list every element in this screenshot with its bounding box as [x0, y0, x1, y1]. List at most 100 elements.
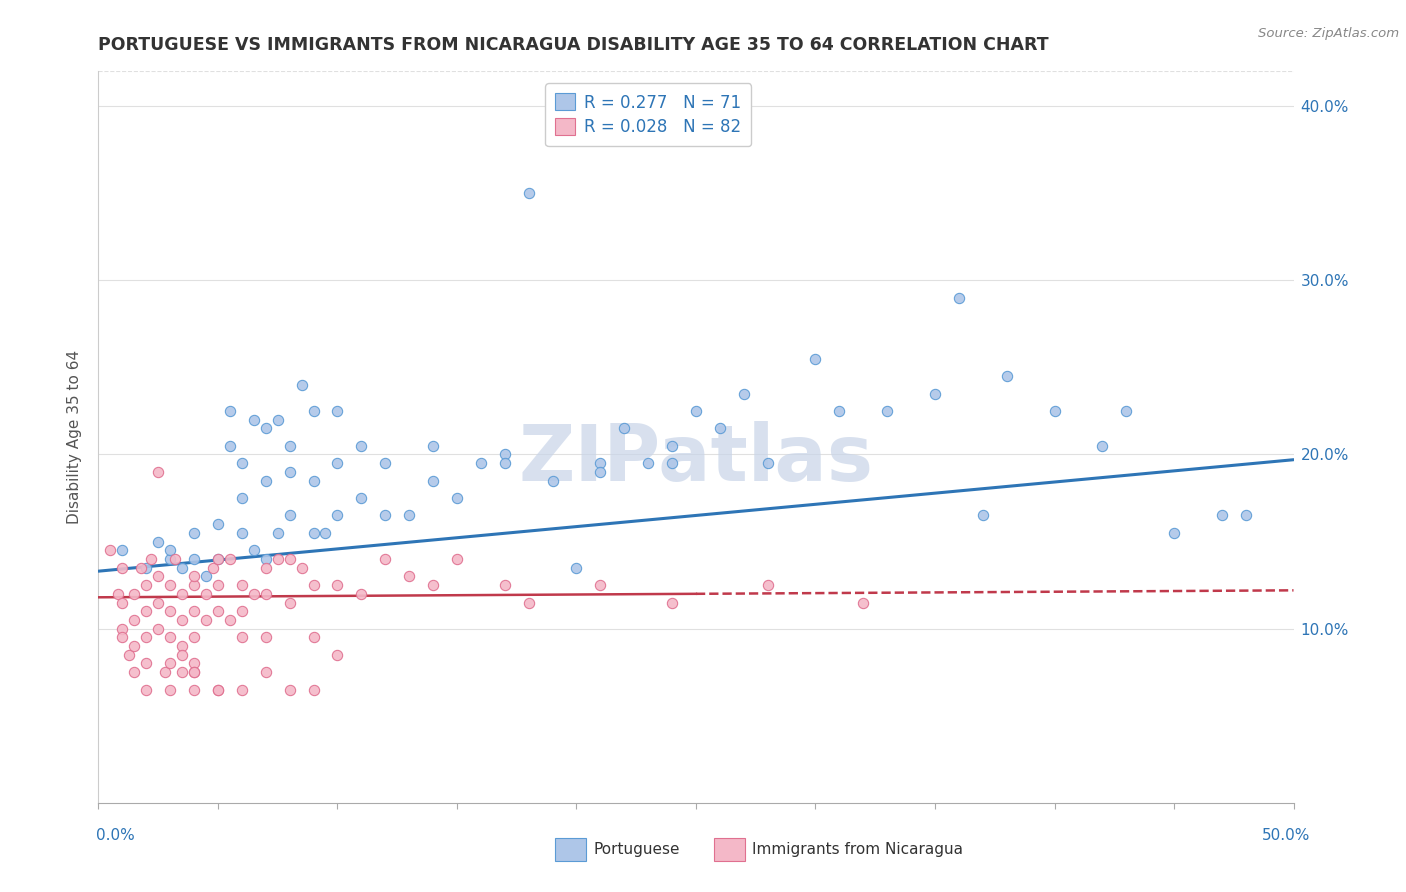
Point [733, 386, 755, 401]
Point [207, 682, 229, 697]
Point [995, 369, 1018, 384]
Point [756, 456, 779, 470]
Point [159, 543, 181, 558]
Point [148, 534, 170, 549]
Point [183, 525, 205, 540]
Point [302, 474, 325, 488]
Point [876, 404, 898, 418]
Point [172, 587, 194, 601]
Point [254, 560, 277, 574]
Point [111, 631, 134, 645]
Point [254, 474, 277, 488]
Point [124, 639, 146, 653]
Point [267, 552, 290, 566]
Point [948, 291, 970, 305]
Text: 50.0%: 50.0% [1263, 829, 1310, 843]
Point [231, 456, 253, 470]
Point [148, 465, 170, 479]
Point [159, 552, 181, 566]
Point [183, 604, 205, 618]
Point [278, 595, 301, 609]
Point [131, 560, 153, 574]
Point [302, 525, 325, 540]
Text: Portuguese: Portuguese [593, 842, 681, 856]
Point [172, 665, 194, 680]
Point [517, 186, 540, 201]
Point [124, 613, 146, 627]
Text: Immigrants from Nicaragua: Immigrants from Nicaragua [752, 842, 963, 856]
Point [111, 560, 134, 574]
Point [219, 439, 242, 453]
Point [422, 439, 444, 453]
Point [148, 569, 170, 583]
Point [494, 578, 516, 592]
Point [111, 543, 134, 558]
Point [219, 552, 242, 566]
Point [278, 439, 301, 453]
Point [219, 613, 242, 627]
Point [1115, 404, 1137, 418]
Point [194, 569, 218, 583]
Point [422, 474, 444, 488]
Point [139, 552, 162, 566]
Point [163, 552, 186, 566]
Point [243, 412, 266, 426]
Point [302, 578, 325, 592]
Point [709, 421, 731, 435]
Point [219, 404, 242, 418]
Point [231, 491, 253, 505]
Point [254, 552, 277, 566]
Point [148, 595, 170, 609]
Point [183, 569, 205, 583]
Point [326, 648, 349, 662]
Point [135, 631, 157, 645]
Point [470, 456, 492, 470]
Point [565, 560, 588, 574]
Y-axis label: Disability Age 35 to 64: Disability Age 35 to 64 [67, 350, 83, 524]
Point [828, 404, 851, 418]
Point [172, 639, 194, 653]
Point [1091, 439, 1114, 453]
Point [422, 578, 444, 592]
Point [231, 682, 253, 697]
Point [685, 404, 707, 418]
Point [107, 587, 129, 601]
Point [135, 604, 157, 618]
Point [159, 657, 181, 671]
Point [254, 665, 277, 680]
Point [183, 552, 205, 566]
Point [350, 491, 373, 505]
Point [243, 543, 266, 558]
Point [267, 412, 290, 426]
Point [172, 613, 194, 627]
Point [278, 465, 301, 479]
Point [661, 595, 683, 609]
Point [350, 439, 373, 453]
Point [231, 578, 253, 592]
Point [159, 604, 181, 618]
Point [254, 631, 277, 645]
Point [374, 552, 396, 566]
Point [183, 665, 205, 680]
Point [207, 552, 229, 566]
Point [326, 456, 349, 470]
Point [291, 377, 314, 392]
Point [613, 421, 636, 435]
Point [326, 404, 349, 418]
Point [231, 604, 253, 618]
Point [155, 665, 177, 680]
Point [254, 421, 277, 435]
Point [111, 622, 134, 636]
Point [302, 682, 325, 697]
Point [374, 456, 396, 470]
Point [302, 404, 325, 418]
Text: ZIPatlas: ZIPatlas [519, 421, 873, 497]
Point [589, 456, 612, 470]
Point [148, 622, 170, 636]
Point [183, 578, 205, 592]
Point [972, 508, 994, 523]
Point [804, 351, 827, 366]
Point [159, 682, 181, 697]
Point [350, 587, 373, 601]
Point [589, 578, 612, 592]
